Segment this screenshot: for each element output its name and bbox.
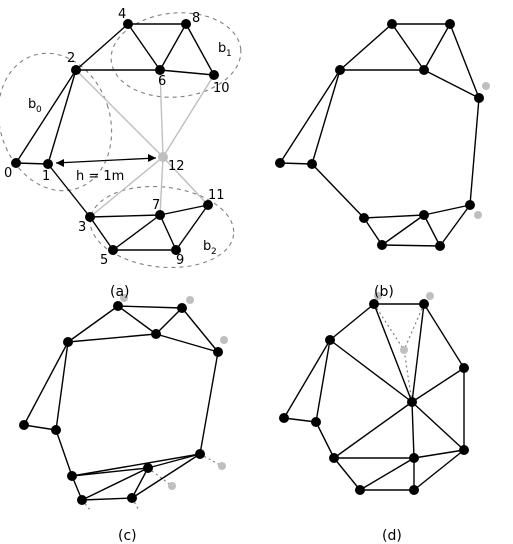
caption-c: (c): [118, 528, 137, 544]
caption-d: (d): [382, 528, 402, 544]
svg-text:7: 7: [152, 198, 160, 213]
diagram-svg: b0b1b2h = 1m0123456789101112: [0, 0, 513, 511]
figure: { "canvas": {"width":513,"height":511,"b…: [0, 0, 513, 511]
svg-text:9: 9: [176, 253, 184, 268]
caption-b: (b): [374, 284, 394, 300]
svg-text:h = 1m: h = 1m: [76, 169, 124, 184]
svg-text:2: 2: [67, 51, 75, 66]
svg-text:3: 3: [78, 220, 86, 235]
svg-text:12: 12: [168, 159, 185, 174]
svg-text:2: 2: [211, 247, 217, 257]
svg-text:10: 10: [213, 81, 230, 96]
svg-text:1: 1: [226, 49, 232, 59]
svg-text:11: 11: [208, 188, 225, 203]
svg-text:8: 8: [192, 11, 200, 26]
svg-text:4: 4: [118, 7, 126, 22]
svg-text:0: 0: [4, 166, 12, 181]
svg-text:6: 6: [158, 74, 166, 89]
svg-text:0: 0: [36, 105, 42, 115]
svg-text:1: 1: [42, 169, 50, 184]
caption-a: (a): [110, 284, 130, 300]
svg-text:5: 5: [100, 253, 108, 268]
